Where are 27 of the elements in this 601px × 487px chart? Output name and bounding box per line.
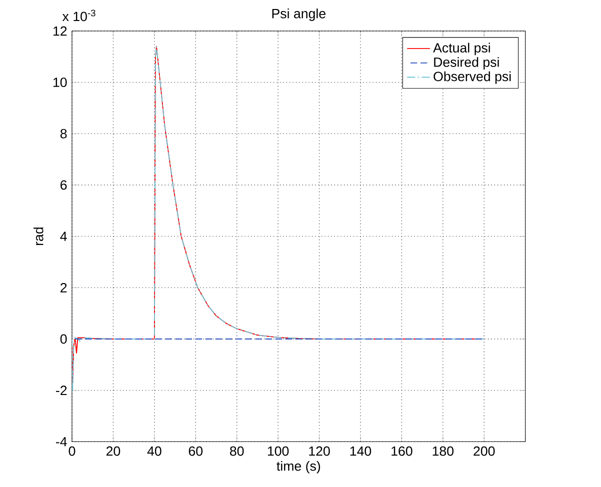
x-tick-label: 60 bbox=[188, 446, 203, 456]
x-tick-label: 40 bbox=[147, 446, 162, 456]
legend-label: Desired psi bbox=[434, 57, 499, 70]
legend-label: Actual psi bbox=[433, 42, 490, 56]
y-tick-label: 0 bbox=[60, 334, 67, 344]
text: x 10$^{-3}$ bbox=[62, 10, 96, 22]
x-tick-label: 120 bbox=[309, 446, 330, 456]
y-tick-label: -4 bbox=[56, 437, 67, 446]
y-tick-label: 2 bbox=[60, 283, 67, 292]
x-tick-label: 0 bbox=[68, 446, 76, 456]
y-tick-label: 8 bbox=[60, 128, 67, 138]
x-tick-label: 80 bbox=[230, 446, 244, 456]
y-tick-label: 4 bbox=[60, 232, 67, 241]
x-tick-label: 180 bbox=[432, 446, 454, 456]
y-tick-label: -2 bbox=[56, 386, 67, 395]
y-axis-title: rad bbox=[34, 228, 44, 246]
x-tick-label: 160 bbox=[392, 446, 412, 456]
y-tick-label: 12 bbox=[53, 26, 67, 36]
x-axis-title: time (s) bbox=[276, 460, 320, 474]
x-tick-label: 140 bbox=[350, 446, 372, 456]
x-tick-label: 200 bbox=[474, 446, 495, 456]
chart-title: Psi angle bbox=[272, 8, 326, 21]
y-tick-label: 10 bbox=[53, 78, 67, 88]
x-tick-label: 20 bbox=[106, 446, 120, 456]
x-tick-label: 100 bbox=[268, 446, 289, 456]
y-tick-label: 6 bbox=[60, 180, 67, 190]
legend-label: Observed psi bbox=[434, 71, 511, 84]
